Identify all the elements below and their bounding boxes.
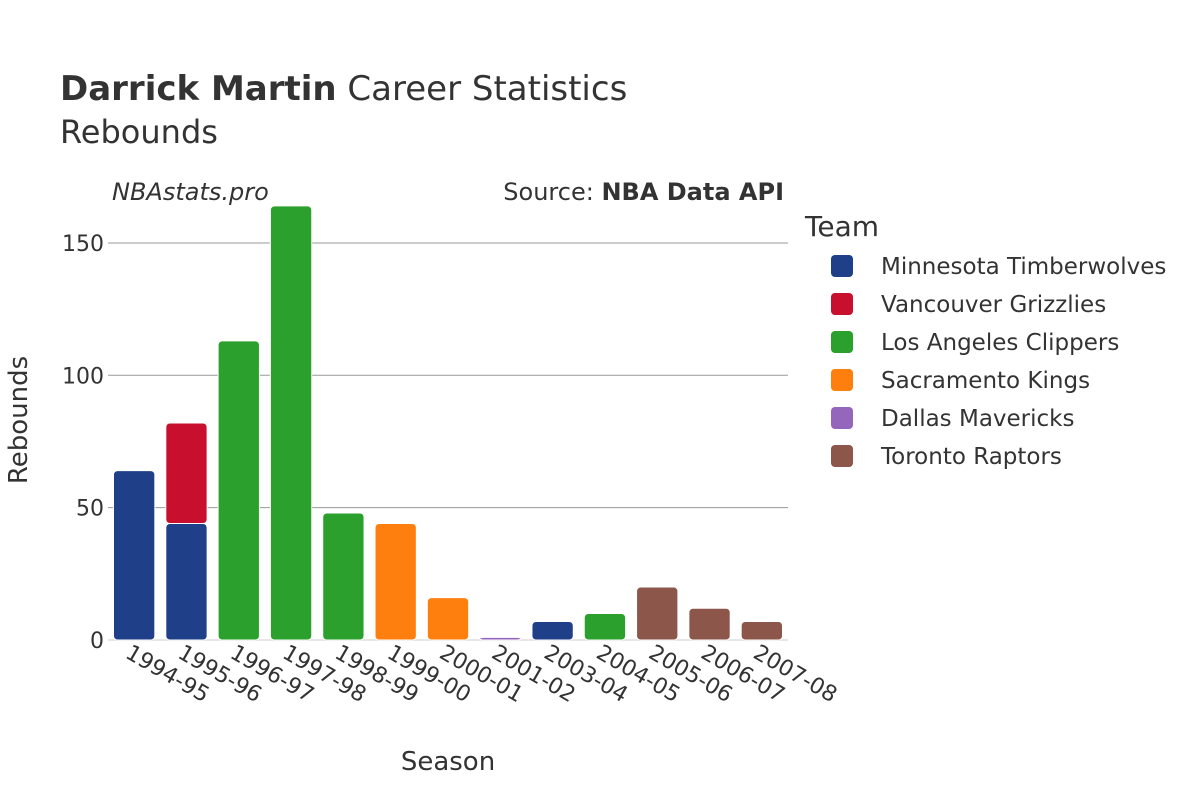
y-axis-label: Rebounds: [4, 356, 34, 484]
legend-swatch: [831, 255, 853, 277]
y-tick-labels: 0 50 100 150: [62, 232, 104, 654]
y-tick-label: 150: [62, 232, 104, 257]
legend-item-minnesota-timberwolves[interactable]: Minnesota Timberwolves: [831, 254, 1166, 280]
legend-label: Dallas Mavericks: [881, 406, 1074, 432]
source-text: Source: NBA Data API: [503, 178, 784, 206]
y-tick-label: 0: [90, 629, 104, 654]
legend-label: Sacramento Kings: [881, 368, 1090, 394]
bar-1996-97-los-angeles-clippers[interactable]: [217, 340, 260, 641]
bar-1994-95-minnesota-timberwolves[interactable]: [112, 470, 156, 641]
bar-2000-01-sacramento-kings[interactable]: [426, 597, 470, 641]
bar-2003-04-minnesota-timberwolves[interactable]: [531, 620, 574, 641]
x-tick-labels: 1994-951995-961996-971997-981998-991999-…: [121, 640, 841, 708]
source-prefix: Source:: [503, 178, 601, 206]
bar-2005-06-toronto-raptors[interactable]: [636, 586, 679, 641]
legend-label: Los Angeles Clippers: [881, 330, 1119, 356]
legend-swatch: [831, 369, 853, 391]
bar-1998-99-los-angeles-clippers[interactable]: [322, 512, 365, 641]
source-name: NBA Data API: [601, 178, 784, 206]
legend-item-toronto-raptors[interactable]: Toronto Raptors: [831, 444, 1062, 470]
legend-item-vancouver-grizzlies[interactable]: Vancouver Grizzlies: [831, 292, 1106, 318]
bar-1997-98-los-angeles-clippers[interactable]: [269, 205, 313, 641]
legend-item-dallas-mavericks[interactable]: Dallas Mavericks: [831, 406, 1074, 432]
legend-swatch: [831, 331, 853, 353]
y-tick-label: 50: [76, 497, 104, 522]
chart-title-suffix: Career Statistics: [337, 69, 628, 109]
legend-title: Team: [804, 210, 879, 243]
bar-2001-02-dallas-mavericks[interactable]: [479, 636, 522, 641]
grid-lines: [108, 242, 788, 641]
bar-2007-08-toronto-raptors[interactable]: [740, 620, 784, 641]
y-tick-label: 100: [62, 364, 104, 389]
legend-label: Minnesota Timberwolves: [881, 254, 1166, 280]
x-axis-label: Season: [401, 747, 495, 777]
bar-2006-07-toronto-raptors[interactable]: [688, 607, 731, 641]
legend-label: Toronto Raptors: [880, 444, 1062, 470]
legend-item-sacramento-kings[interactable]: Sacramento Kings: [831, 368, 1090, 394]
legend-swatch: [831, 445, 853, 467]
chart-title-player: Darrick Martin: [60, 69, 337, 109]
legend-swatch: [831, 407, 853, 429]
bar-1999-00-sacramento-kings[interactable]: [374, 523, 417, 641]
legend-swatch: [831, 293, 853, 315]
chart-subtitle: Rebounds: [60, 113, 218, 151]
bar-1995-96-vancouver-grizzlies[interactable]: [165, 422, 208, 525]
chart-title: Darrick Martin Career Statistics: [60, 69, 627, 109]
legend-item-los-angeles-clippers[interactable]: Los Angeles Clippers: [831, 330, 1119, 356]
bar-1995-96-minnesota-timberwolves[interactable]: [165, 523, 208, 641]
bars: [112, 205, 784, 641]
legend: Minnesota Timberwolves Vancouver Grizzlie…: [831, 254, 1166, 470]
watermark-text: NBAstats.pro: [112, 178, 269, 206]
bar-2004-05-los-angeles-clippers[interactable]: [583, 613, 627, 641]
legend-label: Vancouver Grizzlies: [881, 292, 1106, 318]
